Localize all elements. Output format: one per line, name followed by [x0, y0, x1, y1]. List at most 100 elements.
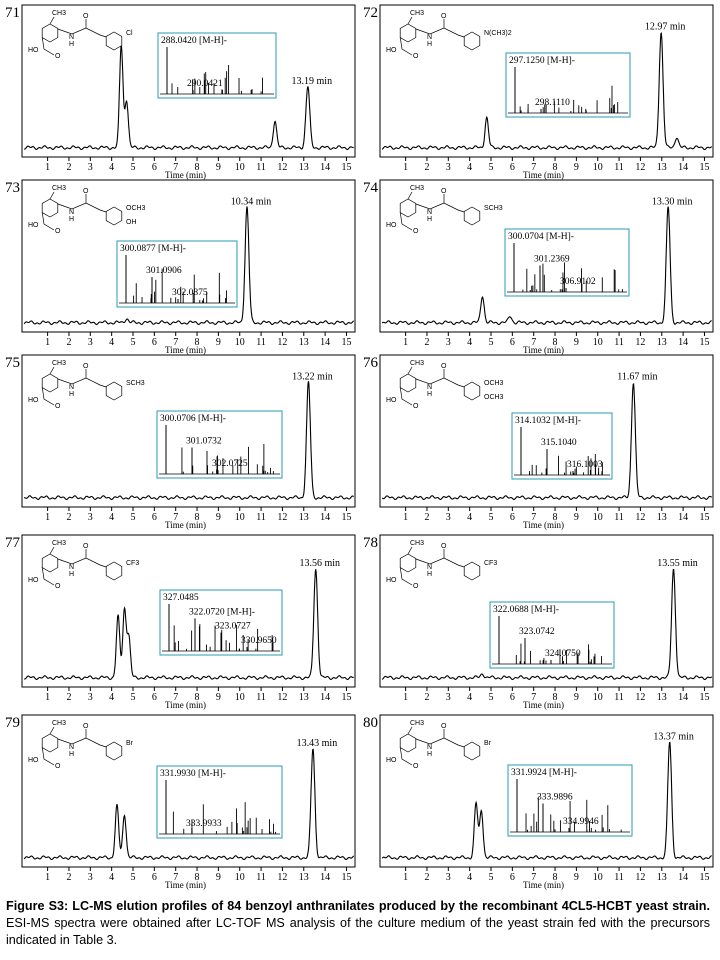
bond: [399, 16, 465, 56]
x-tick-label: 4: [467, 692, 472, 703]
chromatogram-trace: [24, 45, 354, 151]
x-tick-label: 12: [277, 692, 287, 703]
x-tick-label: 11: [256, 872, 266, 883]
panel-number: 76: [363, 355, 379, 371]
x-tick-label: 4: [467, 872, 472, 883]
panel-number: 71: [5, 5, 20, 21]
x-tick-label: 11: [256, 337, 266, 348]
x-tick-label: 12: [277, 162, 287, 173]
x-tick-label: 3: [446, 692, 451, 703]
struct-label: HO: [28, 397, 39, 404]
chromatogram-trace: [23, 569, 354, 681]
struct-label: N: [69, 34, 74, 41]
x-tick-label: 4: [109, 162, 114, 173]
x-tick-label: 13: [299, 162, 309, 173]
struct-label: CH3: [410, 540, 424, 547]
x-tick-label: 15: [341, 692, 351, 703]
struct-label: H: [427, 216, 432, 223]
x-tick-label: 15: [699, 692, 709, 703]
benzene-ring: [105, 31, 123, 51]
x-tick-label: 2: [424, 337, 429, 348]
panel-number: 78: [363, 535, 378, 551]
struct-label: O: [83, 543, 89, 550]
x-tick-label: 2: [66, 512, 71, 523]
struct-label: O: [55, 53, 61, 60]
x-tick-label: 10: [593, 692, 603, 703]
x-tick-label: 7: [173, 162, 178, 173]
x-tick-label: 11: [256, 162, 266, 173]
struct-label: N: [69, 564, 74, 571]
struct-label: O: [83, 13, 89, 20]
retention-label: 13.19 min: [292, 76, 333, 87]
struct-label: HO: [386, 222, 397, 229]
struct-label: O: [441, 363, 447, 370]
x-tick-label: 12: [635, 337, 645, 348]
x-tick-label: 3: [446, 337, 451, 348]
benzene-ring: [399, 23, 417, 43]
struct-label: O: [55, 228, 61, 235]
x-tick-label: 15: [699, 162, 709, 173]
struct-label: HO: [28, 757, 39, 764]
x-tick-label: 8: [553, 692, 558, 703]
x-tick-label: 4: [467, 337, 472, 348]
x-tick-label: 9: [574, 512, 579, 523]
x-tick-label: 14: [320, 872, 330, 883]
x-tick-label: 13: [299, 872, 309, 883]
plot-frame: [379, 354, 714, 508]
x-tick-label: 4: [467, 162, 472, 173]
plot-frame: [379, 534, 714, 688]
x-tick-label: 7: [531, 162, 536, 173]
x-tick-label: 1: [45, 872, 50, 883]
x-tick-label: 6: [152, 162, 157, 173]
x-tick-label: 9: [574, 872, 579, 883]
ms-peak-label: 316.1003: [567, 460, 603, 470]
substituent: OCH3: [484, 380, 504, 387]
panel-number: 74: [363, 180, 379, 196]
x-tick-label: 8: [553, 337, 558, 348]
retention-label: 13.56 min: [299, 558, 340, 569]
x-tick-label: 11: [614, 162, 624, 173]
struct-label: N: [427, 384, 432, 391]
retention-label: 13.22 min: [292, 371, 333, 382]
struct-label: CH3: [52, 185, 66, 192]
ms-peak-label: 322.0720 [M-H]-: [189, 607, 255, 617]
caption: Figure S3: LC-MS elution profiles of 84 …: [6, 898, 710, 949]
substituent: Cl: [126, 30, 133, 37]
struct-label: CH3: [52, 540, 66, 547]
x-tick-label: 10: [593, 337, 603, 348]
benzene-ring: [105, 206, 123, 226]
x-tick-label: 6: [510, 512, 515, 523]
x-axis-label: Time (min): [165, 700, 206, 710]
ms-inset: [156, 410, 283, 479]
x-tick-label: 12: [277, 512, 287, 523]
substituent: N(CH3)2: [484, 30, 512, 37]
x-tick-label: 4: [109, 692, 114, 703]
x-tick-label: 12: [635, 512, 645, 523]
benzene-ring: [463, 206, 481, 226]
x-tick-label: 7: [173, 872, 178, 883]
x-tick-label: 5: [131, 162, 136, 173]
x-tick-label: 12: [635, 692, 645, 703]
x-tick-label: 6: [152, 872, 157, 883]
benzene-ring: [105, 381, 123, 401]
struct-label: O: [55, 403, 61, 410]
x-axis-label: Time (min): [165, 170, 206, 180]
x-tick-label: 14: [678, 162, 688, 173]
plot-frame: [379, 179, 714, 333]
x-tick-label: 1: [45, 692, 50, 703]
x-tick-label: 10: [235, 872, 245, 883]
benzene-ring: [399, 553, 417, 573]
x-tick-label: 15: [699, 337, 709, 348]
struct-label: H: [427, 391, 432, 398]
plot-frame: [21, 714, 356, 868]
panel-number: 75: [5, 355, 20, 371]
x-tick-label: 7: [173, 692, 178, 703]
struct-label: CH3: [52, 360, 66, 367]
struct-label: HO: [386, 577, 397, 584]
benzene-ring: [463, 31, 481, 51]
struct-label: H: [69, 751, 74, 758]
x-tick-label: 4: [467, 512, 472, 523]
